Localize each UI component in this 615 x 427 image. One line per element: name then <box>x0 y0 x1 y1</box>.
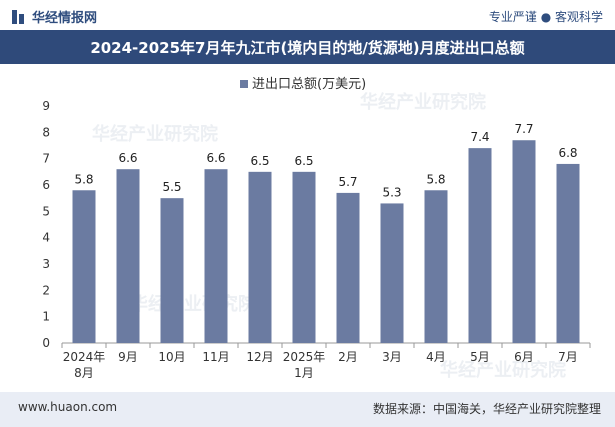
x-tick-label: 11月 <box>202 350 229 364</box>
x-tick-label: 5月 <box>470 350 490 364</box>
y-tick-label: 9 <box>42 99 50 113</box>
bar-value-label: 5.3 <box>382 185 401 199</box>
y-tick-label: 1 <box>42 310 50 324</box>
bar-value-label: 7.7 <box>514 122 533 136</box>
x-tick-label: 2025年 1月 <box>283 350 326 380</box>
x-tick-label: 7月 <box>558 350 578 364</box>
y-tick-label: 8 <box>42 125 50 139</box>
footer-url[interactable]: www.huaon.com <box>18 400 118 414</box>
legend: 进出口总额(万美元) <box>240 77 366 92</box>
bar[interactable] <box>72 190 96 343</box>
bar-chart: 进出口总额(万美元) 0 1 2 3 4 5 6 7 8 9 5.8 6.6 5.5 6.6 6.5 6.5… <box>42 77 591 380</box>
x-tick-label: 4月 <box>426 350 446 364</box>
bar[interactable] <box>556 163 580 343</box>
bar[interactable] <box>204 169 228 343</box>
chart-title: 2024-2025年7月年九江市(境内目的地/货源地)月度进出口总额 <box>0 30 615 64</box>
bar[interactable] <box>160 198 184 343</box>
bar-value-label: 6.5 <box>250 154 269 168</box>
bar-value-label: 6.5 <box>294 154 313 168</box>
legend-swatch <box>240 80 248 88</box>
bar[interactable] <box>424 190 448 343</box>
bar[interactable] <box>248 171 272 343</box>
bar[interactable] <box>336 192 360 343</box>
y-tick-label: 2 <box>42 283 50 297</box>
x-tick-label: 6月 <box>514 350 534 364</box>
bar-value-label: 7.4 <box>470 130 489 144</box>
bar[interactable] <box>468 148 492 343</box>
footer-source: 数据来源：中国海关，华经产业研究院整理 <box>372 402 601 416</box>
bar-value-label: 5.8 <box>74 172 93 186</box>
y-tick-label: 6 <box>42 178 50 192</box>
bar-value-label: 6.6 <box>206 151 225 165</box>
brand[interactable]: 华经情报网 <box>12 7 97 26</box>
x-tick-label: 2024年 8月 <box>63 350 106 380</box>
x-tick-label: 9月 <box>118 350 138 364</box>
bar-value-label: 5.8 <box>426 172 445 186</box>
x-tick-label: 2月 <box>338 350 358 364</box>
bar-value-label: 5.5 <box>162 180 181 194</box>
brand-logo-icon <box>12 9 26 24</box>
y-tick-label: 3 <box>42 257 50 271</box>
bar-value-label: 6.6 <box>118 151 137 165</box>
bar[interactable] <box>512 140 536 343</box>
legend-label: 进出口总额(万美元) <box>252 77 366 92</box>
brand-name: 华经情报网 <box>32 11 98 26</box>
bar[interactable] <box>380 203 404 343</box>
y-tick-label: 5 <box>42 204 50 218</box>
bar-value-label: 5.7 <box>338 175 357 189</box>
slogan: 专业严谨 ● 客观科学 <box>488 10 603 24</box>
y-tick-label: 0 <box>42 336 50 350</box>
x-tick-label: 12月 <box>246 350 273 364</box>
bar[interactable] <box>292 171 316 343</box>
x-tick-label: 3月 <box>382 350 402 364</box>
footer: www.huaon.com 数据来源：中国海关，华经产业研究院整理 <box>0 392 615 427</box>
x-tick-label: 10月 <box>158 350 185 364</box>
y-tick-label: 7 <box>42 152 50 166</box>
bar[interactable] <box>116 169 140 343</box>
bar-value-label: 6.8 <box>558 146 577 160</box>
bars: 5.8 6.6 5.5 6.6 6.5 6.5 5.7 5.3 5.8 7.4 7.7 6.8 <box>72 122 580 343</box>
top-bar: 华经情报网 专业严谨 ● 客观科学 <box>0 0 615 30</box>
x-axis: 2024年 8月 9月 10月 11月 12月 2025年 1月 2月 3月 4月 5月 6月 7月 <box>61 343 591 380</box>
y-tick-label: 4 <box>42 231 50 245</box>
